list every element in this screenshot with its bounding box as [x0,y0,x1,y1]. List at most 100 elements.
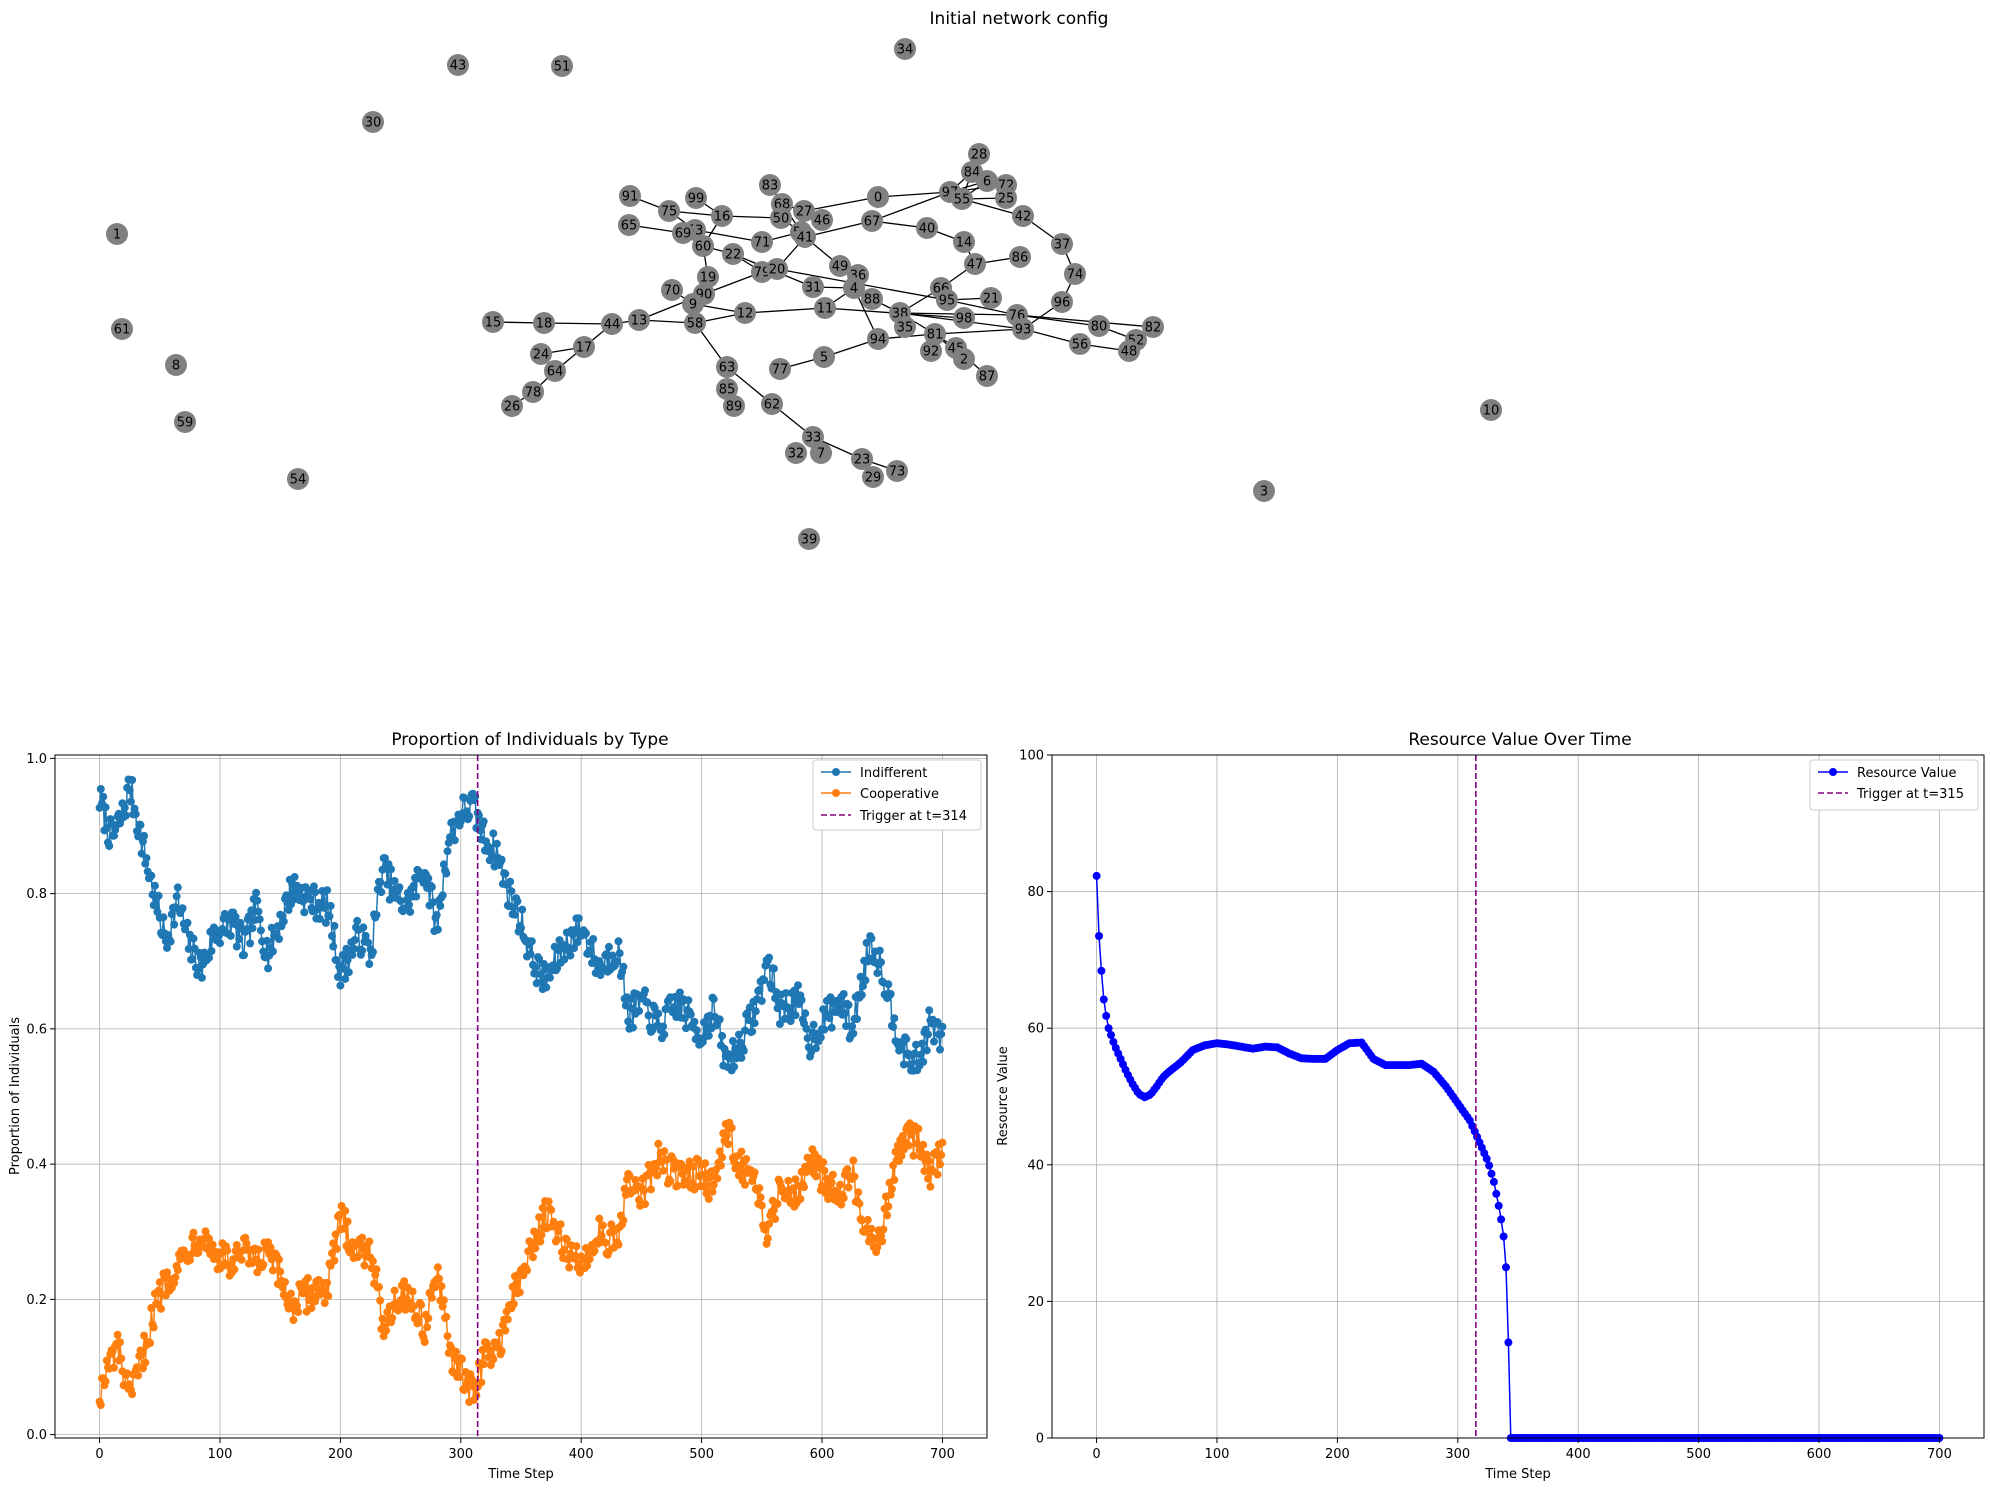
data-point-indifferent [232,942,241,951]
network-node [761,393,783,415]
data-point-indifferent [364,938,373,947]
data-point-resource-value [1504,1338,1513,1347]
data-point-cooperative [409,1302,418,1311]
data-point-indifferent [739,1046,748,1055]
network-node [685,187,707,209]
data-point-indifferent [769,964,778,973]
proportion-chart-legend: Indifferent Cooperative Trigger at t=314 [812,759,982,831]
data-point-indifferent [602,950,611,958]
data-point-cooperative [737,1147,746,1156]
data-point-indifferent [919,1057,928,1066]
network-node [530,343,552,365]
legend-marker-indifferent [832,768,840,776]
data-point-cooperative [597,1231,606,1240]
proportion-x-tick-label: 200 [328,1447,353,1462]
network-node-label: 77 [772,363,789,378]
legend-marker-resource-value [1829,768,1837,776]
data-point-cooperative [394,1306,403,1315]
data-point-cooperative [408,1287,417,1296]
network-node-label: 27 [796,205,813,220]
data-point-indifferent [306,895,315,904]
network-node [811,209,833,231]
network-edge [877,191,951,198]
data-point-resource-value [1107,1031,1115,1039]
data-point-resource-value [1095,932,1103,940]
data-point-cooperative [311,1297,320,1306]
network-node-label: 31 [805,281,822,296]
data-point-cooperative [110,1363,118,1372]
network-node [794,226,816,248]
data-point-indifferent [507,887,516,896]
data-point-cooperative [101,1377,110,1386]
data-point-cooperative [878,1237,887,1246]
data-point-cooperative [323,1278,332,1287]
network-node [362,111,384,133]
data-point-cooperative [358,1233,367,1242]
network-node [953,231,975,253]
data-point-indifferent [690,1017,699,1026]
resource-y-tick-label: 60 [1027,1022,1044,1037]
network-node [658,200,680,222]
data-point-cooperative [217,1249,226,1258]
network-node-label: 64 [547,365,564,380]
network-node-label: 56 [1072,338,1089,353]
data-point-indifferent [839,990,848,998]
network-node-label: 28 [971,148,988,163]
data-point-cooperative [185,1256,194,1265]
data-point-indifferent [730,1062,739,1071]
data-point-indifferent [128,776,137,784]
network-node [1009,246,1031,268]
data-point-cooperative [497,1347,506,1356]
network-edge [946,299,1018,316]
data-point-indifferent [910,1049,919,1058]
proportion-chart-ticks: 0 100 200 300 400 500 600 700 0.0 0.2 0.4 0.6 0.8 1.0 [26,752,955,1462]
data-point-indifferent [686,1010,695,1019]
network-node-label: 8 [172,359,180,374]
network-node-label: 62 [764,398,781,413]
data-point-cooperative [531,1244,540,1253]
data-point-cooperative [631,1176,640,1184]
resource-chart-title: Resource Value Over Time [1408,730,1631,750]
network-edge [804,220,873,238]
network-node-label: 13 [631,314,648,329]
network-edge [1016,314,1154,328]
resource-chart-ylabel: Resource Value [996,1046,1011,1145]
data-point-cooperative [583,1261,592,1270]
data-point-indifferent [715,1015,724,1024]
data-point-indifferent [436,901,445,910]
data-point-indifferent [242,925,251,934]
network-node-label: 69 [675,227,692,242]
network-node [111,318,133,340]
network-node [716,378,738,400]
network-node [861,288,883,310]
data-point-cooperative [268,1266,277,1275]
data-point-cooperative [757,1201,766,1210]
data-point-indifferent [405,900,413,909]
data-point-cooperative [443,1332,452,1341]
data-point-indifferent [149,901,158,910]
data-point-indifferent [621,1001,630,1010]
data-point-cooperative [376,1296,385,1305]
network-node [1012,318,1034,340]
data-point-indifferent [684,996,693,1005]
data-point-indifferent [231,912,240,921]
data-point-indifferent [240,951,248,960]
data-point-indifferent [615,949,624,958]
data-point-cooperative [289,1316,298,1324]
data-point-indifferent [613,957,622,966]
network-node [711,205,733,227]
data-point-cooperative [544,1197,553,1206]
data-point-indifferent [383,880,392,889]
data-point-indifferent [760,976,769,984]
network-node-label: 3 [1260,485,1268,500]
data-point-cooperative [708,1187,717,1196]
data-point-indifferent [530,969,539,978]
data-point-indifferent [726,1050,735,1059]
network-node-label: 88 [864,293,881,308]
network-node-label: 50 [773,212,790,227]
network-node [924,323,946,345]
data-point-cooperative [223,1246,232,1255]
data-point-cooperative [330,1256,339,1265]
resource-x-tick-label: 0 [1092,1447,1100,1462]
data-point-cooperative [590,1246,599,1255]
